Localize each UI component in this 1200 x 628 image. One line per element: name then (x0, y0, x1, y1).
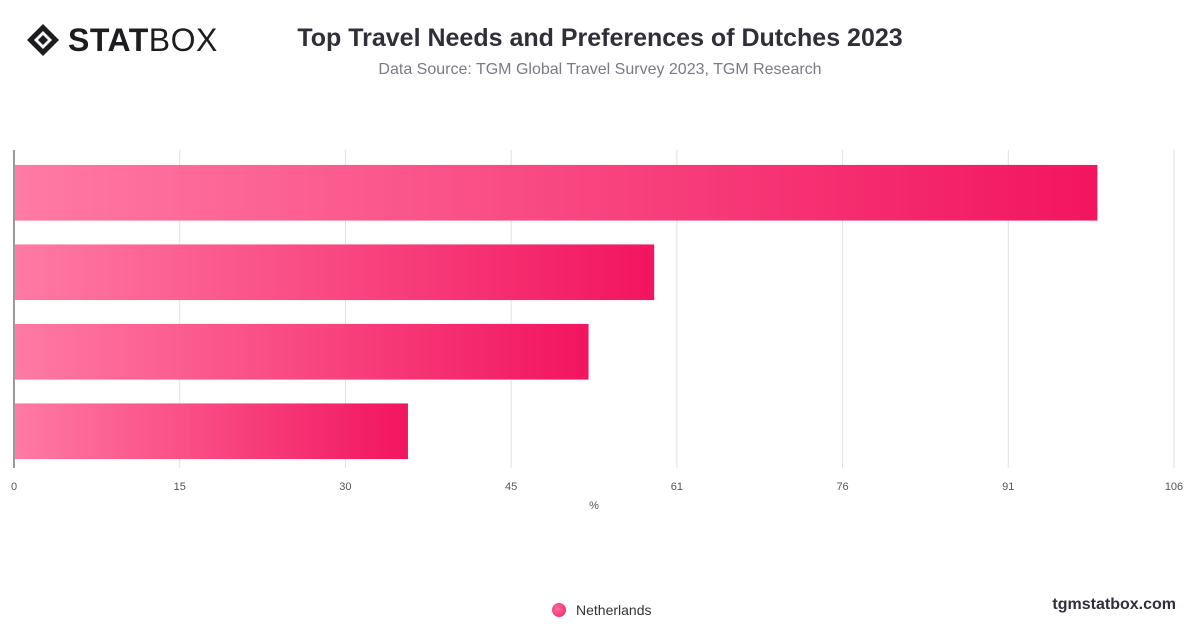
diamond-logo-icon (27, 24, 59, 56)
legend[interactable]: Netherlands (552, 602, 652, 618)
bar[interactable] (15, 323, 589, 380)
bar[interactable] (15, 164, 1098, 221)
x-tick-label: 0 (11, 481, 17, 493)
legend-label: Netherlands (576, 602, 652, 618)
logo-text: STATBOX (68, 22, 218, 58)
chart-title: Top Travel Needs and Preferences of Dutc… (297, 24, 903, 52)
logo-text-bold: STAT (68, 22, 149, 58)
bar[interactable] (15, 403, 408, 460)
x-tick-labels: 0 15 30 45 61 76 91 106 (11, 481, 1183, 493)
legend-marker-icon (552, 603, 566, 617)
x-tick-label: 61 (671, 481, 683, 493)
chart-subtitle: Data Source: TGM Global Travel Survey 20… (378, 61, 822, 78)
bar[interactable] (15, 244, 655, 301)
bars (15, 164, 1098, 460)
x-tick-label: 106 (1165, 481, 1183, 493)
x-axis-label: % (589, 500, 599, 512)
x-tick-label: 30 (339, 481, 351, 493)
watermark: tgmstatbox.com (1052, 596, 1176, 613)
x-tick-label: 91 (1002, 481, 1014, 493)
x-tick-label: 76 (836, 481, 848, 493)
x-tick-label: 45 (505, 481, 517, 493)
x-tick-label: 15 (174, 481, 186, 493)
logo-text-light: BOX (148, 22, 218, 58)
statbox-logo: STATBOX (26, 22, 218, 58)
